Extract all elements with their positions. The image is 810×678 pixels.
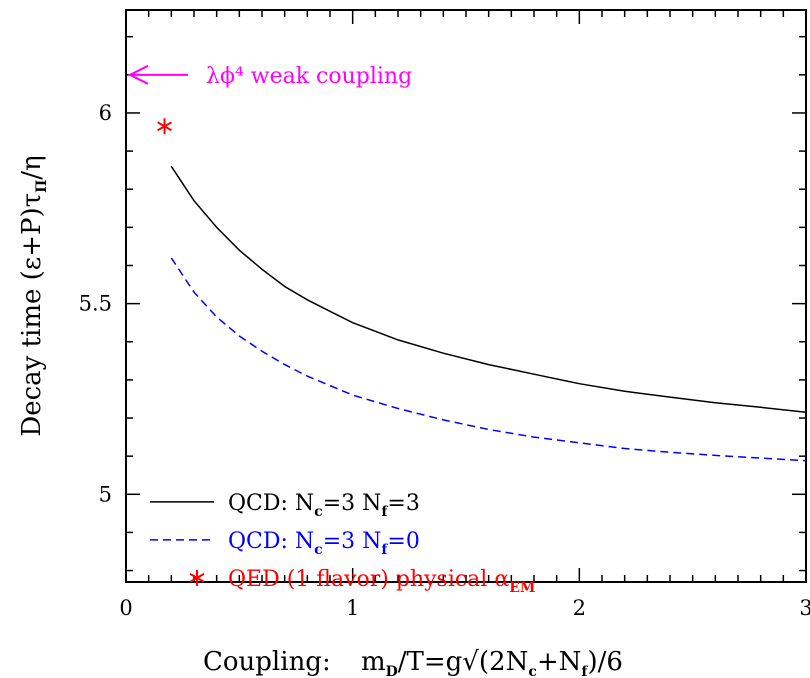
series-line-0	[170, 165, 807, 414]
annotation-arrow-head	[127, 64, 149, 85]
legend-label-1: QCD: Nc=3 Nf=0	[228, 529, 420, 558]
y-axis-main: Decay time (ε+P)τ	[17, 193, 47, 437]
legend-label-0: QCD: Nc=3 Nf=3	[228, 491, 420, 520]
x-axis-sub-c: c	[528, 664, 537, 678]
legend: QCD: Nc=3 Nf=3 QCD: Nc=3 Nf=0 QED (1 flavo…	[150, 491, 535, 596]
y-axis-sub: Π	[34, 180, 50, 193]
x-tick-label: 3	[799, 596, 810, 620]
x-axis-sub-f: f	[581, 664, 588, 678]
series-line-1	[170, 257, 807, 462]
x-tick-label: 2	[573, 596, 586, 620]
x-axis-m: m	[361, 647, 386, 677]
legend-marker-2	[189, 569, 205, 586]
x-tick-label: 0	[119, 596, 132, 620]
y-tick-label: 5.5	[79, 292, 112, 316]
y-axis-tail: /η	[17, 155, 47, 179]
x-axis-sub-D: D	[386, 664, 398, 678]
annotation-weak-coupling: λϕ⁴ weak coupling	[127, 64, 412, 89]
series-layer	[157, 118, 807, 462]
y-axis-title: Decay time (ε+P)τΠ/η	[17, 155, 50, 436]
x-axis-tail: )/6	[587, 647, 622, 677]
y-tick-label: 5	[99, 482, 112, 506]
axis-tick-labels: 0 1 2 3 5 5.5 6	[79, 101, 810, 620]
x-axis-title: Coupling: mD/T=g√(2Nc+Nf)/6	[203, 647, 623, 678]
y-tick-label: 6	[99, 101, 112, 125]
x-axis-plus: +N	[537, 647, 582, 677]
axis-ticks	[125, 10, 807, 582]
annotation-text: λϕ⁴ weak coupling	[206, 64, 412, 89]
qed-point-marker	[157, 118, 172, 135]
x-axis-mid: /T=g√(2N	[398, 647, 529, 677]
legend-label-2: QED (1 flavor) physical αEM	[228, 567, 535, 596]
x-axis-prefix: Coupling:	[203, 647, 331, 677]
x-tick-label: 1	[346, 596, 359, 620]
